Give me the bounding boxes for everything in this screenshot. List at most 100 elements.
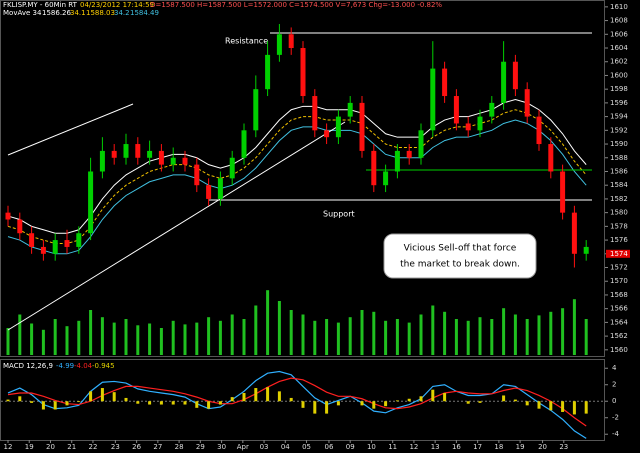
candle-body — [29, 233, 35, 247]
histogram-bar — [41, 401, 45, 410]
histogram-bar — [100, 388, 104, 402]
ma-legend: 1584.49 — [130, 9, 159, 17]
candle-body — [571, 212, 577, 254]
histogram-bar — [207, 401, 211, 409]
volume-bar — [266, 290, 270, 355]
candle-body — [182, 157, 188, 165]
y-tick-label: 1580 — [610, 209, 628, 217]
histogram-bar — [407, 398, 411, 402]
volume-bar — [218, 320, 222, 355]
y-tick-label: 1588 — [610, 154, 628, 162]
x-tick-label: 21 — [67, 443, 76, 451]
volume-bar — [431, 305, 435, 355]
candle-body — [40, 246, 46, 254]
candle-body — [288, 34, 294, 49]
macd-line — [7, 377, 587, 427]
histogram-bar — [372, 401, 376, 409]
candle-body — [5, 212, 11, 220]
x-tick-label: 23 — [559, 443, 568, 451]
histogram-bar — [148, 401, 152, 405]
histogram-bar — [65, 401, 69, 406]
volume-bar — [136, 325, 140, 355]
current-price-box — [606, 249, 630, 258]
histogram-bar — [77, 401, 81, 403]
y-tick-label: 0 — [612, 397, 616, 405]
y-tick-label: 1560 — [610, 346, 628, 354]
volume-bar — [41, 329, 45, 355]
volume-bar — [384, 320, 388, 355]
histogram-bar — [53, 401, 57, 410]
current-price-label: 1574 — [610, 250, 628, 258]
candle-body — [276, 34, 282, 55]
histogram-bar — [254, 388, 258, 402]
histogram-bar — [301, 401, 305, 408]
candle-body — [111, 150, 117, 158]
x-tick-label: 23 — [111, 443, 120, 451]
candle-body — [312, 96, 318, 131]
volume-bar — [242, 319, 246, 355]
x-tick-label: 27 — [153, 443, 162, 451]
histogram-bar — [537, 401, 541, 409]
volume-bar — [407, 322, 411, 355]
x-tick-label: 10 — [367, 443, 376, 451]
candle-body — [64, 240, 70, 247]
candle-body — [524, 89, 530, 117]
histogram-bar — [336, 401, 340, 406]
histogram-bar — [171, 401, 175, 405]
candle-body — [17, 219, 23, 234]
volume-bar — [348, 317, 352, 355]
histogram-bar — [313, 401, 317, 414]
volume-bar — [30, 323, 34, 355]
volume-bar — [112, 322, 116, 355]
volume-bar — [325, 319, 329, 355]
histogram-bar — [478, 401, 482, 403]
x-tick-label: 03 — [260, 443, 269, 451]
histogram-bar — [195, 401, 199, 408]
moving-average — [7, 109, 587, 245]
histogram-bar — [443, 392, 447, 402]
y-tick-label: -4 — [612, 430, 620, 438]
x-tick-label: 20 — [46, 443, 55, 451]
histogram-bar — [112, 392, 116, 402]
volume-bar — [502, 308, 506, 355]
histogram-bar — [18, 396, 22, 402]
quote: O=1587.500 H=1587.500 L=1572.000 C=1574.… — [150, 1, 442, 9]
histogram-bar — [218, 401, 222, 405]
x-tick-label: 13 — [431, 443, 440, 451]
x-tick-label: 11 — [388, 443, 397, 451]
candle-body — [489, 102, 495, 117]
candle-body — [300, 48, 306, 97]
moving-average — [7, 119, 587, 255]
candle-body — [383, 171, 389, 186]
histogram-bar — [431, 389, 435, 402]
histogram-bar — [419, 396, 423, 402]
volume-bar — [277, 301, 281, 355]
histogram-bar — [277, 391, 281, 402]
histogram-bar — [136, 401, 140, 404]
x-tick-label: 12 — [4, 443, 13, 451]
y-tick-label: 1602 — [610, 58, 628, 66]
y-tick-label: 1610 — [610, 3, 628, 11]
annotation: Support — [323, 210, 355, 219]
y-tick-label: 1606 — [610, 30, 628, 38]
x-tick-label: 19 — [516, 443, 525, 451]
candle-body — [548, 144, 554, 172]
volume-bar — [313, 320, 317, 355]
candle-body — [442, 68, 448, 97]
trend-line — [7, 121, 346, 331]
histogram-bar — [502, 395, 506, 402]
volume-bar — [336, 322, 340, 355]
y-tick-label: 1596 — [610, 99, 628, 107]
volume-bar — [195, 322, 199, 355]
candle-body — [347, 102, 353, 117]
histogram-bar — [89, 391, 93, 402]
histogram-bar — [584, 401, 588, 414]
ma-legend: 1586.26 — [42, 9, 71, 17]
candle-body — [123, 144, 129, 158]
y-tick-label: 2 — [612, 381, 616, 389]
volume-bar — [513, 314, 517, 355]
histogram-bar — [384, 401, 388, 407]
x-tick-label: 16 — [452, 443, 461, 451]
